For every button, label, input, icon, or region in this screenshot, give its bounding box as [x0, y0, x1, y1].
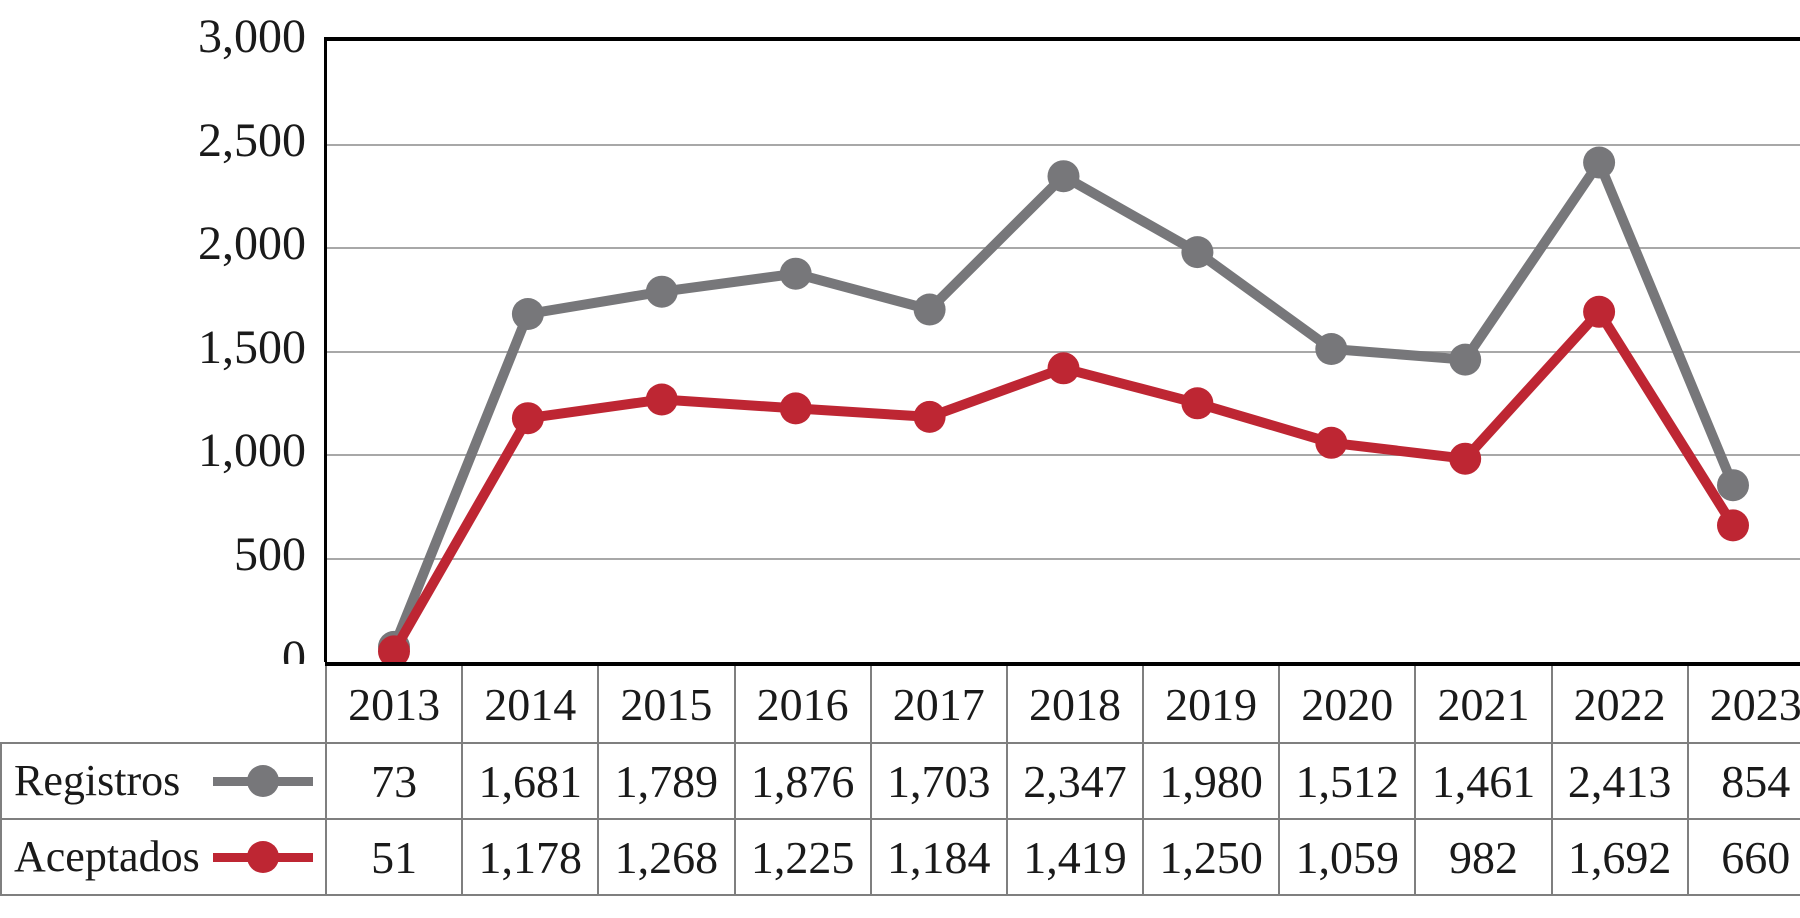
value-cell-registros-2021: 1,461: [1414, 742, 1553, 820]
value-cell-registros-2014: 1,681: [461, 742, 600, 820]
legend-cell-registros: Registros: [0, 742, 327, 820]
year-header-cell: 2016: [733, 662, 872, 744]
y-tick-label: 2,500: [198, 113, 306, 167]
value-cell-aceptados-2017: 1,184: [869, 818, 1008, 896]
legend-label: Registros: [14, 756, 181, 805]
data-point-aceptados-2019: [1181, 387, 1214, 420]
value-cell-registros-2020: 1,512: [1278, 742, 1417, 820]
data-point-aceptados-2018: [1047, 352, 1080, 385]
year-header-cell: 2015: [597, 662, 736, 744]
gridline: [327, 143, 1800, 146]
data-point-aceptados-2022: [1583, 295, 1616, 328]
year-header-cell: 2013: [324, 662, 464, 744]
swatch-dot: [247, 765, 279, 797]
table-row-aceptados: Aceptados 51 1,178 1,268 1,225 1,184 1,419 1,25…: [0, 818, 1800, 896]
value-cell-registros-2015: 1,789: [597, 742, 736, 820]
plot-area: [324, 37, 1800, 668]
value-cell-registros-2018: 2,347: [1005, 742, 1145, 820]
value-cell-aceptados-2013: 51: [324, 818, 464, 896]
data-point-registros-2014: [511, 298, 544, 330]
legend-label: Aceptados: [14, 832, 200, 881]
table-corner-cell: [1, 664, 326, 744]
year-header-cell: 2018: [1005, 662, 1145, 744]
y-tick-label: 500: [234, 527, 306, 581]
table-header-row: 2013 2014 2015 2016 2017 2018 2019 2020 2021 2022…: [1, 662, 1800, 744]
data-point-registros-2022: [1583, 146, 1616, 179]
value-cell-aceptados-2020: 1,059: [1278, 818, 1417, 896]
data-point-registros-2018: [1047, 160, 1080, 193]
data-table: 2013 2014 2015 2016 2017 2018 2019 2020 2021 2022…: [0, 662, 1800, 896]
value-cell-aceptados-2016: 1,225: [733, 818, 872, 896]
y-tick-label: 1,500: [198, 320, 306, 374]
year-header-cell: 2019: [1142, 662, 1281, 744]
year-header-cell: 2022: [1550, 662, 1689, 744]
value-cell-aceptados-2019: 1,250: [1142, 818, 1281, 896]
gridline: [327, 350, 1800, 353]
data-point-aceptados-2013: [378, 635, 410, 668]
value-cell-aceptados-2018: 1,419: [1005, 818, 1145, 896]
series-svg: [378, 146, 1749, 668]
data-point-registros-2016: [779, 257, 812, 290]
year-header-cell: 2017: [869, 662, 1008, 744]
data-point-aceptados-2014: [511, 402, 544, 435]
data-point-registros-2015: [645, 275, 678, 308]
gridline: [327, 247, 1800, 249]
data-point-registros-2019: [1181, 236, 1214, 269]
legend-inner: Registros: [2, 744, 325, 818]
aceptados-line-marker-icon: [213, 841, 313, 873]
value-cell-registros-2023: 854: [1686, 742, 1800, 820]
data-point-aceptados-2020: [1315, 426, 1348, 459]
registros-line-marker-icon: [213, 765, 313, 797]
value-cell-registros-2017: 1,703: [869, 742, 1008, 820]
data-point-aceptados-2023: [1717, 509, 1749, 542]
gridline: [327, 454, 1800, 456]
value-cell-registros-2022: 2,413: [1550, 742, 1689, 820]
value-cell-registros-2016: 1,876: [733, 742, 872, 820]
value-cell-registros-2013: 73: [324, 742, 464, 820]
data-point-registros-2017: [913, 293, 946, 326]
data-point-registros-2021: [1449, 343, 1482, 376]
value-cell-aceptados-2023: 660: [1686, 818, 1800, 896]
year-header-cell: 2023: [1686, 662, 1800, 744]
year-header-cell: 2014: [461, 662, 600, 744]
data-point-registros-2020: [1315, 333, 1348, 365]
data-point-aceptados-2016: [779, 392, 812, 425]
gridline: [327, 557, 1800, 560]
value-cell-registros-2019: 1,980: [1142, 742, 1281, 820]
data-point-registros-2023: [1717, 469, 1749, 502]
y-tick-label: 1,000: [198, 424, 306, 477]
value-cell-aceptados-2022: 1,692: [1550, 818, 1689, 896]
table-row-registros: Registros 73 1,681 1,789 1,876 1,703 2,347 1,98…: [0, 742, 1800, 820]
year-header-cell: 2020: [1278, 662, 1417, 744]
y-axis: 0 500 1,000 1,500 2,000 2,500 3,000: [0, 0, 306, 700]
data-point-aceptados-2021: [1449, 442, 1482, 475]
value-cell-aceptados-2015: 1,268: [597, 818, 736, 896]
swatch-dot: [247, 841, 279, 873]
y-tick-label: 2,000: [198, 217, 306, 270]
value-cell-aceptados-2014: 1,178: [461, 818, 600, 896]
data-point-aceptados-2015: [645, 383, 678, 416]
y-tick-label: 3,000: [198, 10, 306, 63]
year-header-cell: 2021: [1414, 662, 1553, 744]
legend-inner: Aceptados: [2, 820, 325, 894]
legend-cell-aceptados: Aceptados: [0, 818, 327, 896]
value-cell-aceptados-2021: 982: [1414, 818, 1553, 896]
data-point-aceptados-2017: [913, 400, 946, 433]
